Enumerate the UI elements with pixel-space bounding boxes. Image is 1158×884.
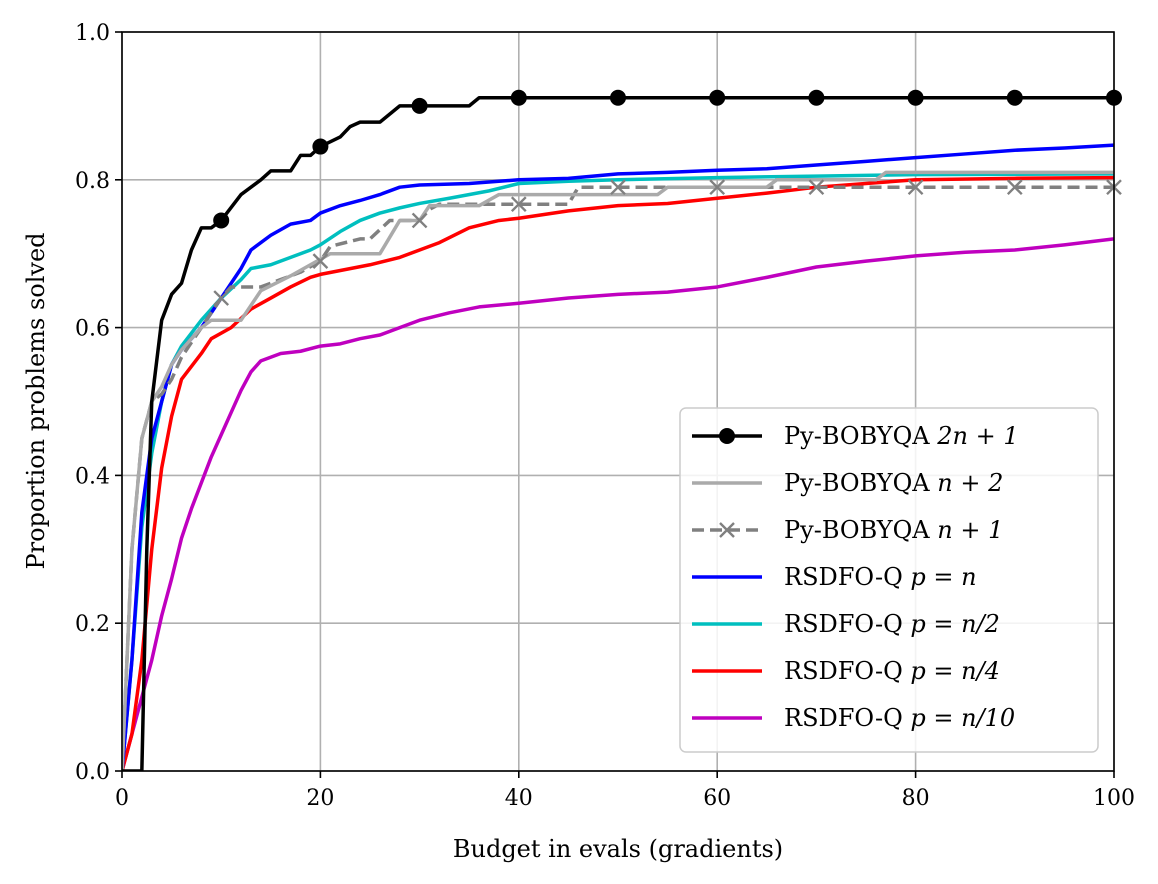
legend-label-main: RSDFO-Q	[784, 704, 910, 732]
series-marker-py-bobyqa-2n-1	[1006, 89, 1023, 106]
series-marker-py-bobyqa-2n-1	[213, 212, 230, 229]
series-marker-py-bobyqa-n-1	[808, 179, 825, 196]
legend-box	[679, 407, 1099, 753]
series-marker-py-bobyqa-n-1	[709, 179, 726, 196]
x-tick-label: 40	[505, 786, 533, 811]
legend-label-main: RSDFO-Q	[784, 563, 910, 591]
series-marker-py-bobyqa-n-1	[213, 290, 230, 306]
series-marker-py-bobyqa-n-1	[907, 179, 924, 196]
legend-label-main: Py-BOBYQA	[784, 516, 937, 544]
legend-label: RSDFO-Q p = n	[784, 563, 977, 591]
series-marker-py-bobyqa-2n-1	[411, 97, 428, 114]
series-line-rsdfo-q-p-n-10	[122, 237, 1114, 771]
x-tick-label: 0	[115, 786, 129, 811]
legend-entry: Py-BOBYQA n + 2	[692, 469, 1003, 497]
legend-marker	[719, 522, 735, 538]
x-axis-label: Budget in evals (gradients)	[453, 835, 783, 863]
series-marker-py-bobyqa-2n-1	[610, 89, 626, 106]
legend-label-math: n + 2	[937, 469, 1003, 497]
x-tick-label: 100	[1093, 786, 1135, 811]
series-marker-py-bobyqa-2n-1	[709, 89, 726, 106]
y-tick-label: 0.2	[75, 612, 110, 637]
legend-label-math: n + 1	[937, 516, 1003, 544]
legend-label-main: Py-BOBYQA	[784, 422, 937, 450]
legend-label: RSDFO-Q p = n/2	[784, 610, 1000, 638]
series-line-rsdfo-q-p-n-4	[122, 175, 1114, 771]
series-marker-py-bobyqa-2n-1	[510, 89, 527, 106]
legend-label: RSDFO-Q p = n/10	[784, 704, 1015, 732]
legend-label-math: p = n/4	[910, 657, 1000, 685]
legend-label-math: 2n + 1	[936, 422, 1018, 450]
series-marker-py-bobyqa-n-1	[312, 253, 329, 269]
legend-label-math: p = n/10	[910, 704, 1015, 732]
y-tick-label: 1.0	[75, 21, 110, 46]
legend-entry: RSDFO-Q p = n/2	[692, 610, 1000, 638]
legend: Py-BOBYQA 2n + 1Py-BOBYQA n + 2Py-BOBYQA…	[679, 407, 1099, 753]
legend-label: Py-BOBYQA n + 2	[784, 469, 1003, 497]
y-tick-label: 0.4	[75, 464, 110, 489]
y-tick-label: 0.6	[75, 317, 110, 342]
legend-entry: RSDFO-Q p = n/4	[692, 657, 1000, 685]
legend-label-main: RSDFO-Q	[784, 610, 910, 638]
legend-marker	[719, 428, 735, 444]
legend-label-math: p = n	[910, 563, 976, 591]
legend-entry: Py-BOBYQA n + 1	[692, 516, 1003, 544]
series-marker-py-bobyqa-2n-1	[312, 138, 329, 155]
legend-label: RSDFO-Q p = n/4	[784, 657, 1000, 685]
series-line-py-bobyqa-n-2	[122, 170, 1114, 771]
legend-label-math: p = n/2	[910, 610, 1000, 638]
legend-label-main: RSDFO-Q	[784, 657, 910, 685]
x-tick-label: 60	[703, 786, 731, 811]
legend-label: Py-BOBYQA n + 1	[784, 516, 1003, 544]
series-marker-py-bobyqa-2n-1	[808, 89, 825, 106]
legend-entry: RSDFO-Q p = n	[692, 563, 977, 591]
legend-entry: Py-BOBYQA 2n + 1	[692, 422, 1019, 450]
y-axis-label: Proportion problems solved	[22, 232, 50, 569]
series-marker-py-bobyqa-n-1	[610, 179, 626, 196]
y-tick-label: 0.8	[75, 169, 110, 194]
y-tick-label: 0.0	[75, 760, 110, 785]
ticks: 0 20 40 60 80 100 0.0 0.2 0.4 0.6 0.8 1.0	[75, 21, 1135, 811]
plot-frame	[121, 31, 1115, 772]
legend-entry: RSDFO-Q p = n/10	[692, 704, 1015, 732]
series-marker-py-bobyqa-2n-1	[907, 89, 924, 106]
legend-label: Py-BOBYQA 2n + 1	[784, 422, 1019, 450]
x-tick-label: 20	[306, 786, 334, 811]
series-marker-py-bobyqa-n-1	[510, 196, 527, 213]
series-marker-py-bobyqa-n-1	[1006, 179, 1023, 196]
legend-label-main: Py-BOBYQA	[784, 469, 937, 497]
series-marker-py-bobyqa-n-1	[411, 212, 428, 229]
markers-layer	[213, 89, 1122, 306]
x-tick-label: 80	[902, 786, 930, 811]
